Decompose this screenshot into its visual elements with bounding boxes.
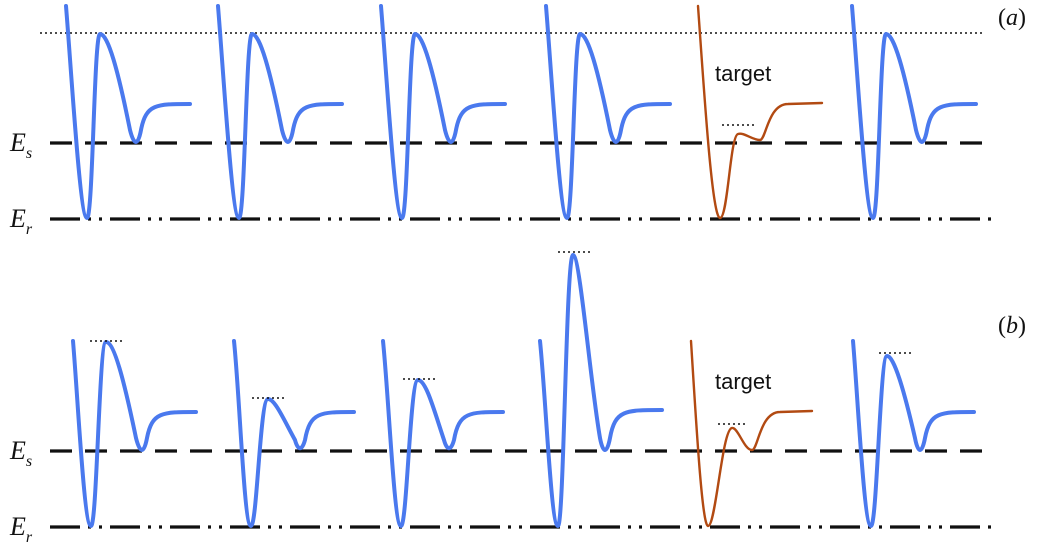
panel-b-well-4 bbox=[538, 253, 664, 528]
panel-b: (b) Es Er target bbox=[9, 251, 1026, 546]
panel-b-barrier-markers bbox=[90, 251, 911, 425]
panel-b-well-5-target bbox=[689, 339, 814, 528]
panel-a-wells bbox=[64, 4, 978, 220]
panel-b-label: (b) bbox=[998, 313, 1026, 339]
panel-b-well-3 bbox=[381, 339, 505, 528]
panel-b-well-1 bbox=[71, 339, 198, 528]
panel-a-er-label: Er bbox=[9, 204, 33, 238]
panel-a-well-1 bbox=[64, 4, 192, 220]
panel-a-target-label: target bbox=[715, 61, 771, 86]
panel-b-er-label: Er bbox=[9, 512, 33, 546]
panel-b-well-6 bbox=[851, 339, 976, 528]
panel-b-target-label: target bbox=[715, 369, 771, 394]
panel-a: (a) Es Er target bbox=[9, 4, 1026, 238]
panel-b-es-label: Es bbox=[9, 436, 32, 470]
panel-a-label: (a) bbox=[998, 5, 1026, 31]
panel-a-well-4 bbox=[544, 4, 672, 220]
panel-b-wells bbox=[71, 253, 976, 528]
panel-b-well-2 bbox=[232, 339, 356, 528]
panel-a-well-5-target bbox=[696, 4, 824, 220]
panel-a-well-2 bbox=[216, 4, 344, 220]
panel-a-well-6 bbox=[850, 4, 978, 220]
panel-a-es-label: Es bbox=[9, 128, 32, 162]
panel-a-well-3 bbox=[379, 4, 507, 220]
